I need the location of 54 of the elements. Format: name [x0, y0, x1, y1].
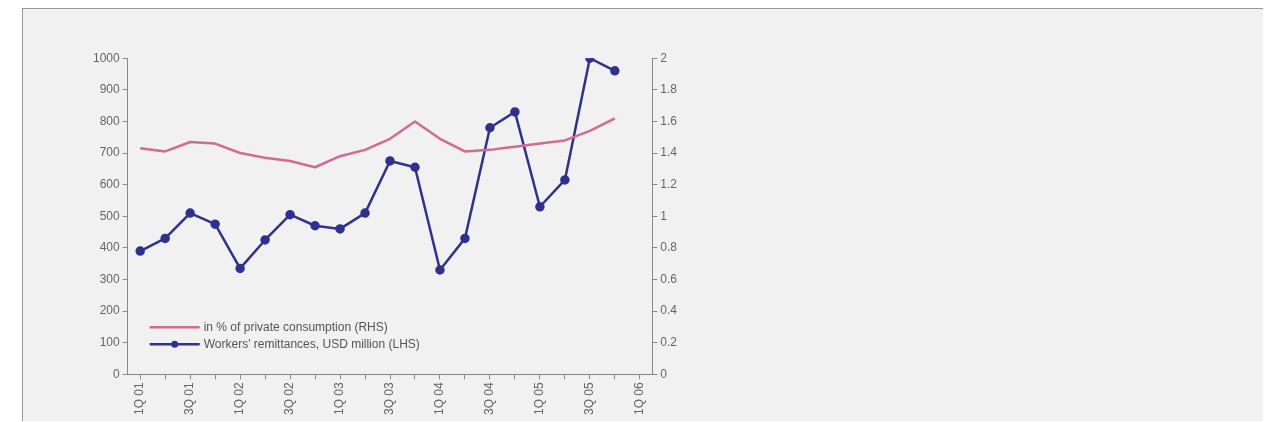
y2-tick-label: 1.4 — [660, 145, 678, 160]
y-tick-label: 800 — [99, 113, 121, 128]
point — [310, 220, 320, 231]
x-tick-label: 1Q 06 — [632, 382, 647, 416]
point — [160, 233, 170, 244]
point — [185, 208, 195, 218]
x-tick-label: 3Q 04 — [482, 382, 497, 416]
point — [385, 156, 395, 166]
point — [535, 202, 545, 212]
y2-tick-label: 1 — [660, 208, 668, 223]
y2-tick-label: 1.8 — [660, 82, 678, 97]
x-tick-label: 1Q 05 — [532, 382, 547, 416]
point — [135, 246, 145, 256]
x-tick-label: 3Q 01 — [182, 382, 197, 416]
x-tick-label: 3Q 03 — [382, 382, 397, 416]
y-tick-label: 100 — [99, 335, 121, 350]
y2-tick-label: 0.8 — [660, 240, 678, 255]
point — [210, 219, 220, 229]
y-tick-label: 300 — [99, 271, 121, 286]
point — [335, 224, 345, 234]
y-tick-label: 400 — [99, 240, 121, 255]
y-tick-label: 200 — [99, 303, 121, 318]
x-tick-label: 3Q 05 — [582, 382, 597, 416]
point — [285, 209, 295, 220]
x-tick-label: 3Q 02 — [282, 382, 297, 416]
y2-tick-label: 0.4 — [660, 303, 678, 318]
x-tick-label: 1Q 02 — [232, 382, 247, 416]
y2-tick-label: 0.2 — [660, 335, 678, 350]
y-tick-label: 0 — [113, 366, 121, 381]
point — [610, 66, 620, 76]
x-tick-label: 1Q 01 — [132, 382, 147, 416]
point — [260, 235, 270, 245]
y-tick-label: 500 — [99, 208, 121, 223]
y2-tick-label: 2 — [660, 50, 668, 65]
point — [485, 122, 495, 133]
point — [460, 233, 470, 244]
y-tick-label: 600 — [99, 176, 121, 191]
y2-tick-label: 0.6 — [660, 271, 678, 286]
point — [235, 263, 245, 274]
x-tick-label: 1Q 04 — [432, 382, 447, 416]
legend-label: Workers' remittances, USD million (LHS) — [203, 336, 420, 351]
point — [360, 208, 370, 218]
y2-tick-label: 1.2 — [660, 176, 678, 191]
point — [435, 265, 445, 275]
point — [510, 107, 520, 117]
point — [410, 162, 420, 173]
y-tick-label: 900 — [99, 82, 121, 97]
y2-tick-label: 0 — [660, 366, 668, 381]
legend-label: in % of private consumption (RHS) — [203, 319, 388, 334]
y-tick-label: 1000 — [92, 50, 121, 65]
y-tick-label: 700 — [99, 145, 121, 160]
x-tick-label: 1Q 03 — [332, 382, 347, 416]
y2-tick-label: 1.6 — [660, 113, 678, 128]
point — [560, 175, 570, 185]
